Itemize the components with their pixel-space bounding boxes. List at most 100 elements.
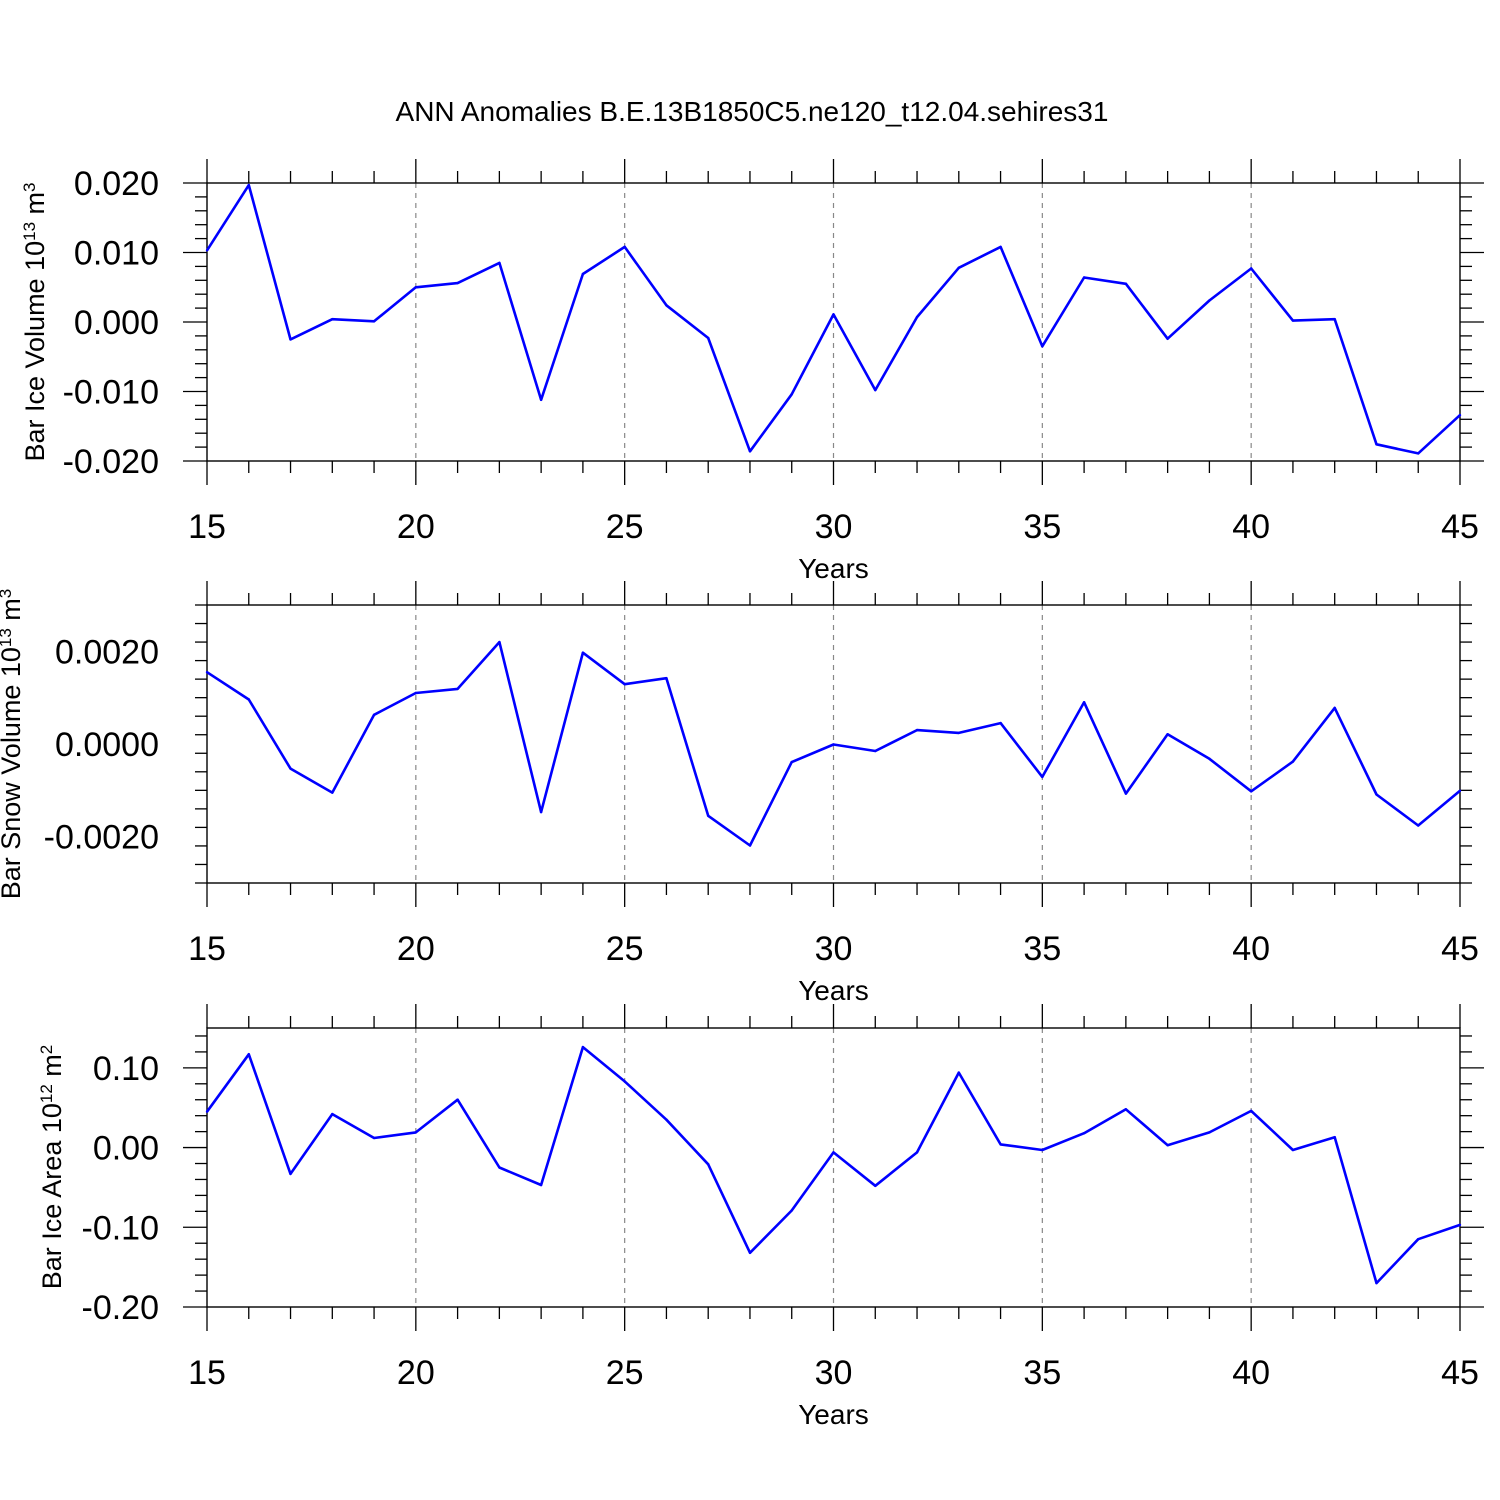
- data-point: [1250, 790, 1253, 793]
- data-point: [1333, 706, 1336, 710]
- x-tick-label: 35: [1023, 1354, 1061, 1392]
- y-axis-label-text: Bar Snow Volume 10: [0, 647, 26, 899]
- data-point: [1041, 775, 1044, 779]
- data-point: [498, 640, 501, 644]
- data-point: [874, 749, 877, 753]
- data-point: [1124, 1108, 1128, 1111]
- x-tick-label: 20: [397, 508, 435, 546]
- data-point: [1417, 452, 1420, 455]
- data-point: [665, 677, 668, 680]
- y-axis-label: Bar Snow Volume 1013 m3: [0, 589, 26, 900]
- y-axis-label-unit-exponent: 2: [37, 1045, 56, 1054]
- x-tick-label: 45: [1441, 930, 1479, 968]
- data-point: [1041, 1148, 1044, 1152]
- data-point: [289, 338, 292, 341]
- data-point: [623, 683, 626, 686]
- y-axis-label-exponent: 12: [37, 1084, 56, 1103]
- data-point: [999, 245, 1002, 249]
- data-point: [372, 320, 376, 323]
- y-tick-label: 0.000: [74, 304, 159, 342]
- x-tick-label: 25: [606, 1354, 644, 1392]
- data-point: [790, 393, 793, 396]
- y-tick-label: -0.010: [63, 374, 159, 412]
- data-point: [1291, 760, 1295, 763]
- data-point: [1375, 1281, 1378, 1285]
- data-point: [1375, 443, 1378, 446]
- data-point: [748, 844, 752, 847]
- y-axis-label-text: Bar Ice Area 10: [37, 1103, 67, 1289]
- data-point: [539, 1183, 543, 1187]
- data-point: [1208, 757, 1211, 760]
- y-tick-label: -0.20: [82, 1289, 160, 1327]
- data-point: [915, 315, 919, 319]
- data-point: [665, 304, 668, 307]
- data-point: [372, 1136, 376, 1140]
- data-point: [1082, 276, 1086, 279]
- x-tick-label: 25: [606, 508, 644, 546]
- data-point: [623, 245, 626, 249]
- y-axis-label-unit-exponent: 3: [20, 182, 39, 191]
- data-point: [205, 249, 209, 252]
- data-point: [331, 1112, 334, 1116]
- data-point: [1166, 733, 1169, 736]
- data-point: [539, 398, 543, 401]
- y-axis-label-unit: m: [37, 1054, 67, 1084]
- data-point: [1458, 413, 1462, 417]
- x-tick-label: 20: [397, 1354, 435, 1392]
- data-point: [790, 1209, 793, 1212]
- data-point: [999, 1143, 1002, 1146]
- data-point: [1417, 824, 1420, 827]
- x-tick-label: 20: [397, 930, 435, 968]
- data-point: [790, 760, 793, 764]
- y-axis-label-exponent: 13: [0, 628, 15, 647]
- y-tick-label: 0.00: [93, 1130, 159, 1168]
- panel-1: -0.020 -0.010 0.000 0.010 0.020 15 20 25 30 35 40 4…: [20, 159, 1484, 584]
- data-point: [1250, 1109, 1253, 1113]
- data-point: [372, 713, 376, 716]
- data-point: [581, 272, 585, 276]
- data-point: [957, 266, 960, 269]
- data-point: [1124, 792, 1128, 795]
- data-point: [289, 767, 292, 770]
- y-tick-label: 0.0000: [55, 726, 159, 764]
- data-point: [874, 388, 877, 392]
- data-point: [1417, 1238, 1420, 1241]
- panel-3: -0.20 -0.10 0.00 0.10 15 20 25 30 35 40 45 Years Bar…: [37, 1004, 1484, 1430]
- x-axis-label: Years: [798, 553, 869, 584]
- x-tick-label: 35: [1023, 930, 1061, 968]
- x-axis-label: Years: [798, 1399, 869, 1430]
- x-tick-label: 30: [815, 1354, 853, 1392]
- data-point: [1041, 345, 1044, 348]
- y-axis-label: Bar Ice Area 1012 m2: [37, 1045, 67, 1290]
- data-point: [1082, 1132, 1086, 1135]
- x-tick-label: 40: [1232, 508, 1270, 546]
- data-point: [331, 318, 334, 321]
- data-point: [832, 743, 835, 746]
- data-point: [1375, 793, 1378, 796]
- y-axis-label-unit-exponent: 3: [0, 589, 15, 598]
- x-tick-label: 35: [1023, 508, 1061, 546]
- y-axis-label-unit: m: [0, 598, 26, 628]
- data-point: [957, 731, 960, 735]
- data-point: [832, 1151, 835, 1154]
- x-tick-label: 15: [188, 930, 226, 968]
- data-point: [456, 687, 459, 691]
- chart-title: ANN Anomalies B.E.13B1850C5.ne120_t12.04…: [396, 96, 1109, 127]
- data-point: [1166, 1144, 1169, 1147]
- data-point: [915, 1151, 919, 1154]
- x-tick-label: 25: [606, 930, 644, 968]
- y-tick-label: 0.10: [93, 1050, 159, 1088]
- y-tick-label: 0.010: [74, 235, 159, 273]
- x-tick-label: 15: [188, 1354, 226, 1392]
- x-tick-label: 30: [815, 508, 853, 546]
- y-axis-label-unit: m: [20, 192, 50, 222]
- data-point: [289, 1172, 292, 1176]
- panel-2: -0.0020 0.0000 0.0020 15 20 25 30 35 40 45 Years Ba…: [0, 581, 1479, 1006]
- data-point: [1458, 789, 1462, 792]
- data-point: [748, 450, 752, 453]
- data-point: [1124, 282, 1128, 285]
- data-point: [205, 1110, 209, 1113]
- data-point: [748, 1251, 752, 1255]
- data-point: [581, 1045, 585, 1049]
